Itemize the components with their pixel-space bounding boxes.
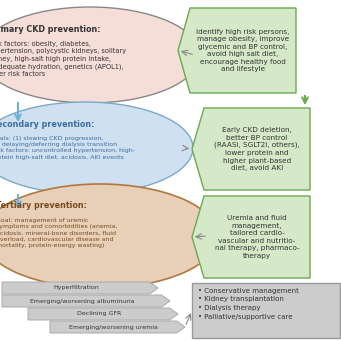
Text: Identify high risk persons,
manage obesity, improve
glycemic and BP control,
avo: Identify high risk persons, manage obesi… — [196, 29, 290, 72]
Polygon shape — [192, 108, 310, 190]
Text: • Conservative management
• Kidney transplantation
• Dialysis therapy
• Palliati: • Conservative management • Kidney trans… — [198, 288, 299, 320]
Text: Early CKD deletion,
better BP control
(RAASi, SGLT2i, others),
lower protein and: Early CKD deletion, better BP control (R… — [214, 127, 300, 171]
Text: Hyperfiltration: Hyperfiltration — [53, 285, 99, 291]
Text: Uremia and fluid
management,
tailored cardio-
vascular and nutritio-
nal therapy: Uremia and fluid management, tailored ca… — [215, 215, 299, 259]
Polygon shape — [192, 196, 310, 278]
Polygon shape — [28, 308, 178, 320]
Ellipse shape — [0, 7, 200, 103]
Text: Risk factors: obesity, diabetes,
hypertension, polycystic kidneys, solitary
kidn: Risk factors: obesity, diabetes, hyperte… — [0, 41, 126, 77]
Polygon shape — [2, 282, 158, 294]
Ellipse shape — [0, 102, 193, 194]
Text: Declining GFR: Declining GFR — [77, 311, 121, 316]
Text: Emerging/worsening albuminuria: Emerging/worsening albuminuria — [30, 298, 134, 303]
Polygon shape — [50, 321, 185, 333]
Text: Goals: (1) slowing CKD progression,
(2) delaying/deferring dialysis transition
R: Goals: (1) slowing CKD progression, (2) … — [0, 136, 135, 160]
Text: Tertiary prevention:: Tertiary prevention: — [0, 201, 87, 210]
Text: Goal: management of uremic
symptoms and comorbidities (anemia,
acidosis, mineral: Goal: management of uremic symptoms and … — [0, 218, 118, 248]
Text: Emerging/worsening uremia: Emerging/worsening uremia — [69, 325, 158, 329]
Polygon shape — [2, 295, 170, 307]
Text: Primary CKD prevention:: Primary CKD prevention: — [0, 25, 101, 34]
Ellipse shape — [0, 184, 218, 288]
Bar — [192, 283, 340, 338]
Text: Secondary prevention:: Secondary prevention: — [0, 120, 94, 129]
Polygon shape — [178, 8, 296, 93]
